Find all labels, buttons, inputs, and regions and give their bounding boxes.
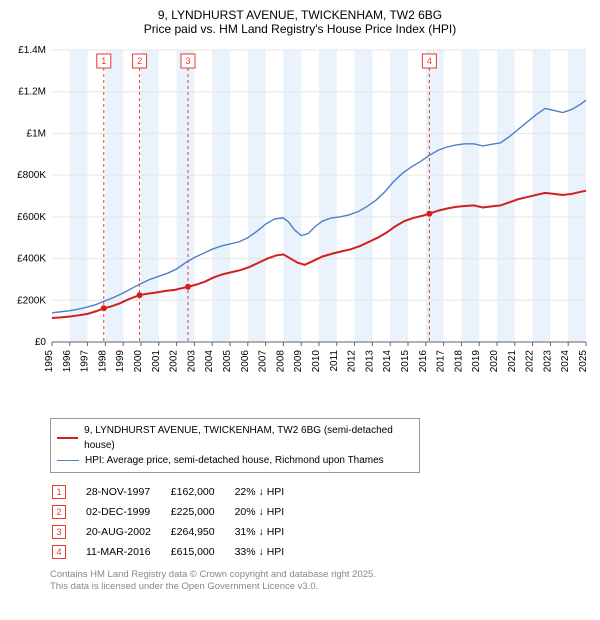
svg-text:2000: 2000 bbox=[133, 350, 144, 373]
price-chart: £0 £200K £400K £600K £800K £1M £1.2M £1.4M 1 2 3 4 1… bbox=[8, 42, 592, 412]
svg-text:2025: 2025 bbox=[578, 350, 589, 373]
sale-date: 02-DEC-1999 bbox=[86, 503, 169, 521]
footer-line-1: Contains HM Land Registry data © Crown c… bbox=[50, 569, 592, 581]
svg-text:£1.4M: £1.4M bbox=[18, 45, 46, 56]
legend-swatch bbox=[57, 437, 78, 439]
svg-text:2002: 2002 bbox=[169, 350, 180, 373]
sale-price: £264,950 bbox=[171, 523, 233, 541]
licence-footer: Contains HM Land Registry data © Crown c… bbox=[50, 569, 592, 594]
svg-text:3: 3 bbox=[185, 56, 190, 66]
sale-delta: 33% ↓ HPI bbox=[235, 543, 303, 561]
svg-text:£200K: £200K bbox=[17, 295, 46, 306]
svg-text:2003: 2003 bbox=[186, 350, 197, 373]
sales-table: 1 28-NOV-1997£162,00022% ↓ HPI 2 02-DEC-199… bbox=[50, 481, 304, 563]
legend: 9, LYNDHURST AVENUE, TWICKENHAM, TW2 6BG… bbox=[50, 418, 420, 473]
svg-text:2009: 2009 bbox=[293, 350, 304, 373]
legend-row: 9, LYNDHURST AVENUE, TWICKENHAM, TW2 6BG… bbox=[57, 423, 413, 453]
svg-text:2018: 2018 bbox=[453, 350, 464, 373]
chart-canvas: £0 £200K £400K £600K £800K £1M £1.2M £1.4M 1 2 3 4 1… bbox=[8, 42, 592, 412]
legend-label: HPI: Average price, semi-detached house,… bbox=[85, 453, 384, 468]
svg-text:2008: 2008 bbox=[275, 350, 286, 373]
svg-text:£800K: £800K bbox=[17, 170, 46, 181]
svg-text:2014: 2014 bbox=[382, 350, 393, 373]
svg-text:2001: 2001 bbox=[151, 350, 162, 373]
svg-text:1997: 1997 bbox=[80, 350, 91, 373]
svg-text:£1.2M: £1.2M bbox=[18, 87, 46, 98]
svg-text:1995: 1995 bbox=[44, 350, 55, 373]
svg-text:2: 2 bbox=[137, 56, 142, 66]
sale-price: £162,000 bbox=[171, 483, 233, 501]
svg-text:£1M: £1M bbox=[27, 128, 46, 139]
svg-text:2006: 2006 bbox=[240, 350, 251, 373]
svg-text:2007: 2007 bbox=[258, 350, 269, 373]
svg-text:2015: 2015 bbox=[400, 350, 411, 373]
svg-text:2011: 2011 bbox=[329, 350, 340, 372]
svg-text:2013: 2013 bbox=[364, 350, 375, 373]
svg-text:1998: 1998 bbox=[97, 350, 108, 373]
sale-marker-icon: 1 bbox=[52, 485, 66, 499]
svg-text:2016: 2016 bbox=[418, 350, 429, 373]
title-line-2: Price paid vs. HM Land Registry's House … bbox=[8, 22, 592, 36]
table-row: 3 20-AUG-2002£264,95031% ↓ HPI bbox=[52, 523, 302, 541]
legend-label: 9, LYNDHURST AVENUE, TWICKENHAM, TW2 6BG… bbox=[84, 423, 413, 453]
legend-row: HPI: Average price, semi-detached house,… bbox=[57, 453, 413, 468]
footer-line-2: This data is licensed under the Open Gov… bbox=[50, 581, 592, 593]
sale-marker-icon: 2 bbox=[52, 505, 66, 519]
svg-text:2005: 2005 bbox=[222, 350, 233, 373]
svg-text:£0: £0 bbox=[35, 337, 47, 348]
sale-delta: 22% ↓ HPI bbox=[235, 483, 303, 501]
table-row: 4 11-MAR-2016£615,00033% ↓ HPI bbox=[52, 543, 302, 561]
sale-marker-icon: 4 bbox=[52, 545, 66, 559]
sale-date: 11-MAR-2016 bbox=[86, 543, 169, 561]
sale-delta: 20% ↓ HPI bbox=[235, 503, 303, 521]
title-line-1: 9, LYNDHURST AVENUE, TWICKENHAM, TW2 6BG bbox=[8, 8, 592, 22]
svg-text:2023: 2023 bbox=[542, 350, 553, 373]
sale-date: 28-NOV-1997 bbox=[86, 483, 169, 501]
svg-text:1996: 1996 bbox=[62, 350, 73, 373]
svg-text:4: 4 bbox=[427, 56, 432, 66]
svg-text:2019: 2019 bbox=[471, 350, 482, 373]
svg-text:2021: 2021 bbox=[507, 350, 518, 373]
svg-text:1999: 1999 bbox=[115, 350, 126, 373]
sale-date: 20-AUG-2002 bbox=[86, 523, 169, 541]
svg-text:£400K: £400K bbox=[17, 254, 46, 265]
legend-swatch bbox=[57, 460, 79, 461]
chart-title: 9, LYNDHURST AVENUE, TWICKENHAM, TW2 6BG… bbox=[8, 8, 592, 36]
svg-text:1: 1 bbox=[101, 56, 106, 66]
sale-delta: 31% ↓ HPI bbox=[235, 523, 303, 541]
svg-text:2020: 2020 bbox=[489, 350, 500, 373]
svg-text:2012: 2012 bbox=[347, 350, 358, 373]
svg-text:2010: 2010 bbox=[311, 350, 322, 373]
svg-text:2022: 2022 bbox=[525, 350, 536, 373]
svg-text:2024: 2024 bbox=[560, 350, 571, 373]
svg-text:£600K: £600K bbox=[17, 212, 46, 223]
table-row: 2 02-DEC-1999£225,00020% ↓ HPI bbox=[52, 503, 302, 521]
table-row: 1 28-NOV-1997£162,00022% ↓ HPI bbox=[52, 483, 302, 501]
svg-text:2004: 2004 bbox=[204, 350, 215, 373]
sale-price: £225,000 bbox=[171, 503, 233, 521]
sale-price: £615,000 bbox=[171, 543, 233, 561]
sale-marker-icon: 3 bbox=[52, 525, 66, 539]
svg-text:2017: 2017 bbox=[436, 350, 447, 373]
